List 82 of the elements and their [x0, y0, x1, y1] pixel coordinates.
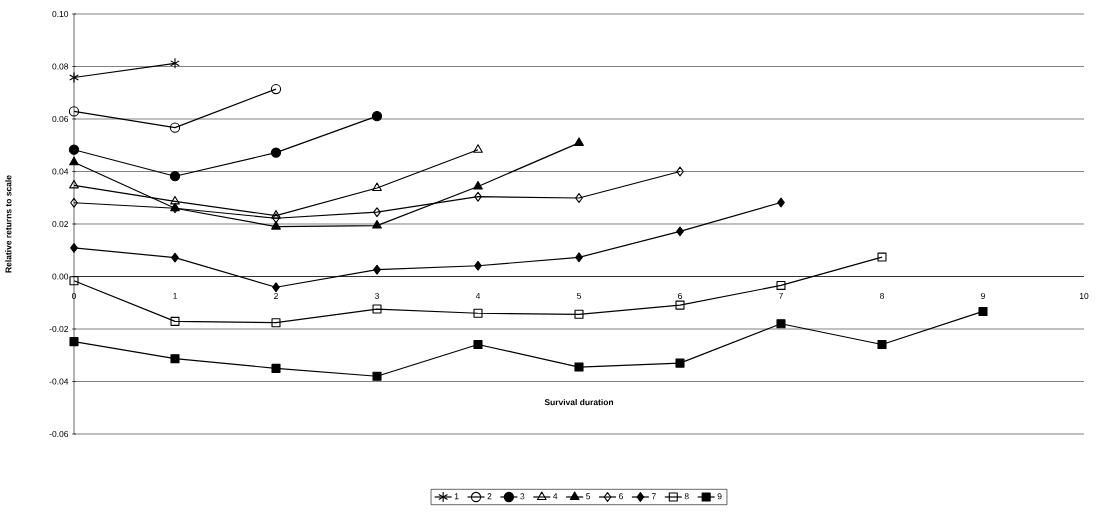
- point: [69, 276, 79, 286]
- point: [777, 197, 785, 208]
- point: [574, 137, 584, 146]
- legend-label: 5: [586, 493, 591, 500]
- point: [371, 110, 383, 122]
- point: [474, 260, 482, 271]
- point: [575, 252, 583, 263]
- point: [69, 337, 79, 347]
- point: [68, 106, 80, 117]
- legend-label: 9: [717, 493, 722, 500]
- point: [675, 300, 685, 310]
- point: [473, 144, 483, 153]
- y-tick-label: 0.10: [52, 11, 69, 17]
- point: [170, 316, 180, 326]
- x-tick-label: 5: [576, 292, 582, 299]
- x-tick-label: 10: [1079, 292, 1089, 299]
- point: [675, 358, 685, 368]
- x-tick-label: 0: [71, 292, 77, 299]
- legend-label: 6: [619, 493, 623, 500]
- x-tick-label: 7: [779, 292, 783, 299]
- point: [776, 319, 786, 329]
- point: [372, 220, 382, 229]
- point: [69, 179, 79, 189]
- point: [69, 71, 79, 84]
- y-tick-label: 0.00: [52, 273, 69, 280]
- x-axis-title: Survival duration: [544, 398, 614, 406]
- point: [877, 339, 887, 350]
- point: [978, 306, 988, 316]
- point: [574, 309, 584, 319]
- legend-label: 8: [684, 493, 689, 500]
- point: [372, 304, 382, 314]
- point: [271, 221, 281, 230]
- point: [676, 226, 684, 237]
- y-tick-label: -0.04: [49, 378, 69, 385]
- legend-label: 3: [520, 493, 525, 500]
- x-tick-label: 3: [374, 292, 379, 299]
- point: [271, 363, 281, 373]
- point: [272, 282, 280, 293]
- point: [171, 252, 179, 263]
- legend-label: 4: [553, 493, 558, 500]
- point: [676, 166, 684, 177]
- y-tick-label: -0.06: [49, 431, 69, 437]
- legend-label: 2: [487, 493, 492, 500]
- point: [170, 57, 180, 69]
- point: [574, 362, 584, 372]
- point: [474, 191, 482, 202]
- point: [69, 156, 79, 166]
- y-tick-label: 0.02: [52, 221, 69, 227]
- legend-label: 7: [651, 493, 656, 500]
- y-tick-label: 0.08: [52, 63, 69, 70]
- point: [70, 197, 78, 208]
- point: [271, 210, 281, 219]
- point: [473, 180, 483, 190]
- x-tick-label: 2: [274, 292, 278, 299]
- point: [473, 339, 483, 350]
- x-tick-label: 8: [880, 292, 884, 299]
- point: [70, 242, 78, 253]
- point: [68, 144, 80, 155]
- point: [169, 171, 181, 182]
- point: [877, 252, 887, 262]
- point: [170, 354, 180, 364]
- point: [270, 83, 282, 95]
- point: [373, 264, 381, 275]
- point: [271, 318, 281, 328]
- point: [170, 195, 180, 205]
- y-tick-label: -0.02: [49, 326, 69, 332]
- point: [372, 371, 382, 381]
- point: [575, 193, 583, 203]
- x-tick-label: 6: [678, 292, 682, 299]
- x-tick-label: 9: [981, 292, 985, 299]
- legend-label: 1: [454, 493, 459, 500]
- point: [169, 122, 181, 133]
- y-tick-label: 0.06: [52, 116, 69, 122]
- point: [373, 207, 381, 218]
- x-tick-label: 4: [475, 292, 481, 299]
- y-tick-label: 0.04: [52, 168, 69, 175]
- point: [776, 280, 786, 290]
- y-axis-title: Relative returns to scale: [5, 175, 12, 273]
- x-tick-label: 1: [173, 292, 177, 299]
- point: [473, 308, 483, 318]
- point: [270, 147, 282, 158]
- point: [372, 182, 382, 192]
